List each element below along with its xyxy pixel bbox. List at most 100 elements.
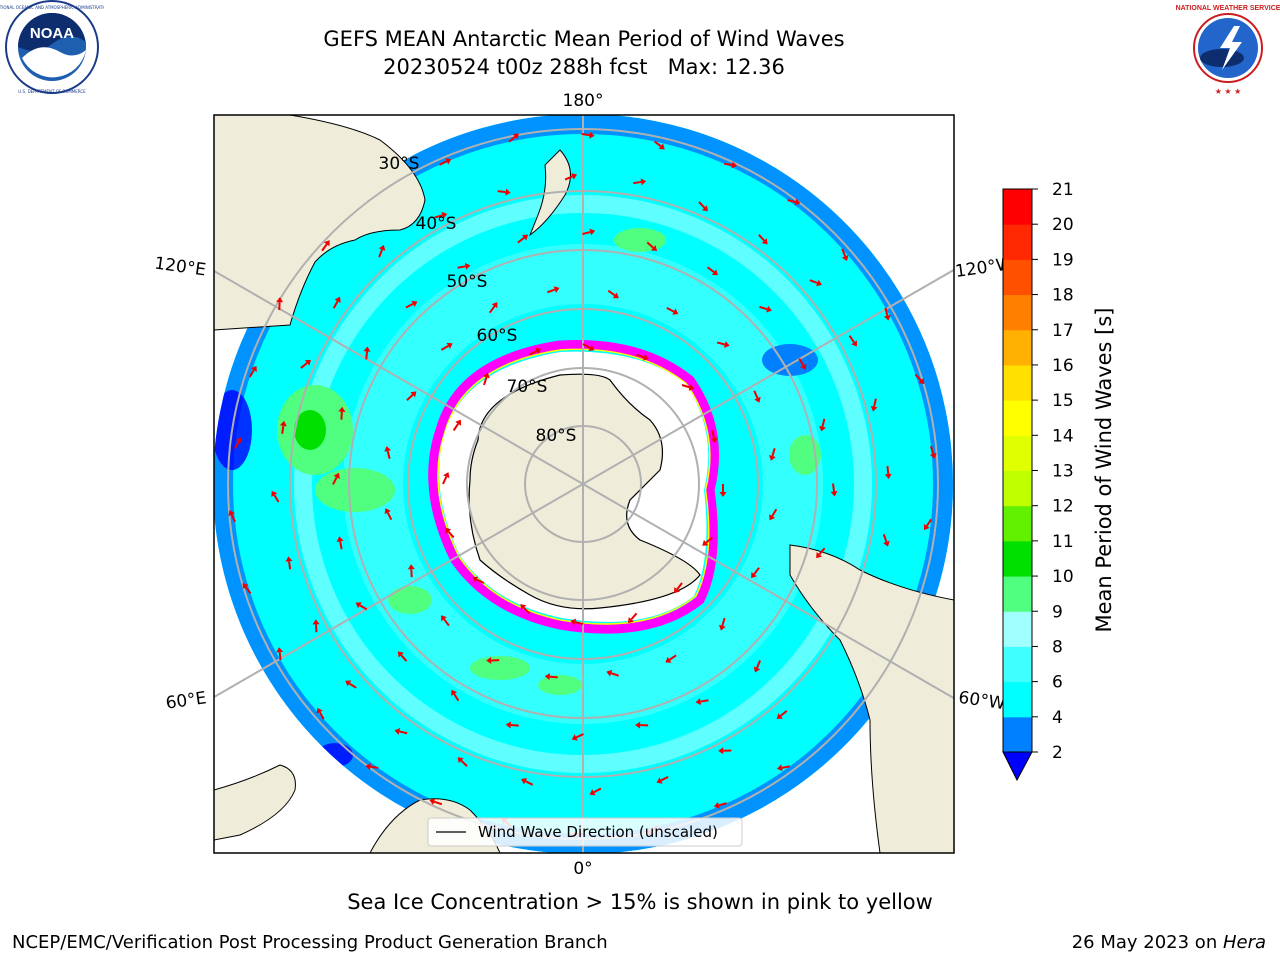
wind-arrow-shaft	[273, 494, 280, 503]
colorbar-tick-label: 13	[1052, 462, 1074, 482]
wind-arrow-head	[505, 721, 512, 729]
wind-arrow-head	[443, 472, 450, 479]
wind-arrow-shaft	[929, 445, 935, 455]
wind-arrow-shaft	[636, 353, 645, 359]
wind-arrow-shaft	[582, 231, 591, 235]
wind-arrow-head	[612, 292, 619, 299]
wind-arrow-head	[929, 452, 937, 459]
wind-arrow-head	[688, 384, 695, 391]
latitude-label: 40°S	[416, 214, 457, 234]
wind-arrow-head	[751, 571, 757, 579]
wind-arrow-head	[410, 391, 417, 398]
svg-text:NATIONAL OCEANIC AND ATMOSPHER: NATIONAL OCEANIC AND ATMOSPHERIC ADMINIS…	[0, 5, 104, 10]
wind-arrow-head	[271, 490, 278, 497]
chart-subtitle: 20230524 t00z 288h fcst Max: 12.36	[383, 55, 785, 79]
wind-arrow-head	[505, 188, 511, 196]
colorbar-label: Mean Period of Wind Waves [s]	[1092, 308, 1116, 633]
wind-arrow-shaft	[460, 759, 468, 767]
colorbar-tick-label: 8	[1052, 637, 1063, 657]
wind-arrow-head	[235, 437, 242, 444]
wind-arrow-shaft	[753, 567, 760, 575]
colorbar-tick-label: 17	[1052, 321, 1074, 341]
wind-arrow-head	[776, 764, 783, 772]
antarctica	[468, 373, 701, 610]
wind-arrow-head	[718, 624, 726, 631]
wind-arrow-head	[407, 564, 415, 570]
wind-arrow-shaft	[660, 775, 669, 782]
wind-arrow-shaft	[630, 612, 638, 621]
wind-arrow-shaft	[821, 418, 826, 427]
wind-arrow-shaft	[841, 248, 847, 257]
wind-arrow-shaft	[666, 307, 675, 313]
wind-arrow-shaft	[233, 441, 240, 450]
wind-arrow-head	[650, 245, 658, 252]
wind-arrow-shaft	[453, 693, 460, 702]
svg-text:NATIONAL WEATHER SERVICE: NATIONAL WEATHER SERVICE	[1176, 5, 1280, 12]
wind-arrow-shaft	[873, 398, 877, 407]
wind-arrow-shaft	[721, 617, 726, 627]
wind-arrow-shaft	[433, 800, 443, 806]
svg-text:U.S. DEPARTMENT OF COMMERCE: U.S. DEPARTMENT OF COMMERCE	[18, 89, 86, 94]
wind-arrow-shaft	[779, 710, 788, 717]
wind-arrow-shaft	[886, 465, 890, 475]
wind-arrow-head	[665, 656, 672, 663]
wind-arrow-head	[365, 763, 371, 771]
wind-arrow-shaft	[781, 765, 790, 769]
meridian-label-0: 0°	[573, 859, 592, 879]
colorbar-segment	[1003, 576, 1032, 612]
colorbar-ticks: 2 4 6 8 9 10 11 12 13 14 15 16 17 18 19 20 21	[1032, 180, 1074, 763]
wind-arrow-shaft	[321, 243, 328, 252]
wind-arrow-head	[674, 587, 680, 594]
wind-arrow-shaft	[332, 476, 338, 485]
wind-arrow-head	[520, 604, 527, 611]
wind-arrow-head	[710, 437, 718, 444]
meridian-line	[214, 483, 584, 699]
colorbar-segment	[1003, 611, 1032, 647]
wind-arrow-head	[588, 344, 595, 351]
colorbar-segments	[1003, 189, 1032, 753]
wind-arrow-head	[544, 673, 551, 681]
wind-arrow-head	[794, 198, 801, 206]
wind-arrow-shaft	[756, 660, 762, 669]
nws-logo: NATIONAL WEATHER SERVICE ★ ★ ★	[1176, 1, 1280, 96]
wind-arrow-head	[336, 536, 344, 542]
wind-arrow-shaft	[724, 162, 733, 166]
wind-arrow-shaft	[278, 652, 282, 661]
latitude-label: 60°S	[477, 326, 518, 346]
wind-arrow-head	[334, 296, 341, 303]
caption: Sea Ice Concentration > 15% is shown in …	[347, 890, 933, 914]
wind-arrow-head	[816, 279, 823, 287]
wind-arrow-head	[276, 297, 284, 303]
wind-arrow-shaft	[700, 699, 709, 703]
wind-arrow-head	[702, 539, 709, 546]
wind-arrow-shaft	[716, 341, 726, 346]
wind-arrow-head	[316, 707, 323, 714]
wind-arrow-shaft	[440, 344, 449, 351]
wind-arrow-head	[883, 314, 891, 321]
wind-arrow-head	[338, 406, 346, 412]
wind-arrow-shaft	[681, 384, 690, 389]
colorbar-tick-label: 20	[1052, 215, 1074, 235]
wind-arrow-shaft	[718, 802, 727, 807]
colorbar-segment	[1003, 505, 1032, 542]
wind-arrow-shaft	[884, 307, 889, 316]
wind-arrow-head	[312, 619, 320, 625]
wind-arrow-shaft	[523, 606, 531, 615]
wind-arrow-shaft	[248, 369, 255, 378]
colorbar-segment	[1003, 189, 1032, 225]
wind-arrow-shaft	[318, 711, 325, 720]
footer-credit: NCEP/EMC/Verification Post Processing Pr…	[12, 932, 608, 953]
wind-arrow-head	[640, 178, 647, 186]
wind-arrow-shaft	[707, 266, 715, 273]
colorbar-segment	[1003, 716, 1032, 753]
wind-arrow-shaft	[442, 476, 448, 485]
wind-arrow-shaft	[370, 765, 379, 769]
wind-arrow-head	[719, 492, 727, 497]
wind-arrow-head	[534, 347, 542, 355]
wind-arrow-head	[228, 510, 235, 517]
wind-arrow-shaft	[925, 518, 933, 527]
wind-arrow-head	[455, 419, 462, 426]
wind-arrow-shaft	[406, 394, 414, 401]
wind-arrow-head	[355, 602, 362, 609]
noaa-logo-text: NOAA	[30, 25, 74, 42]
